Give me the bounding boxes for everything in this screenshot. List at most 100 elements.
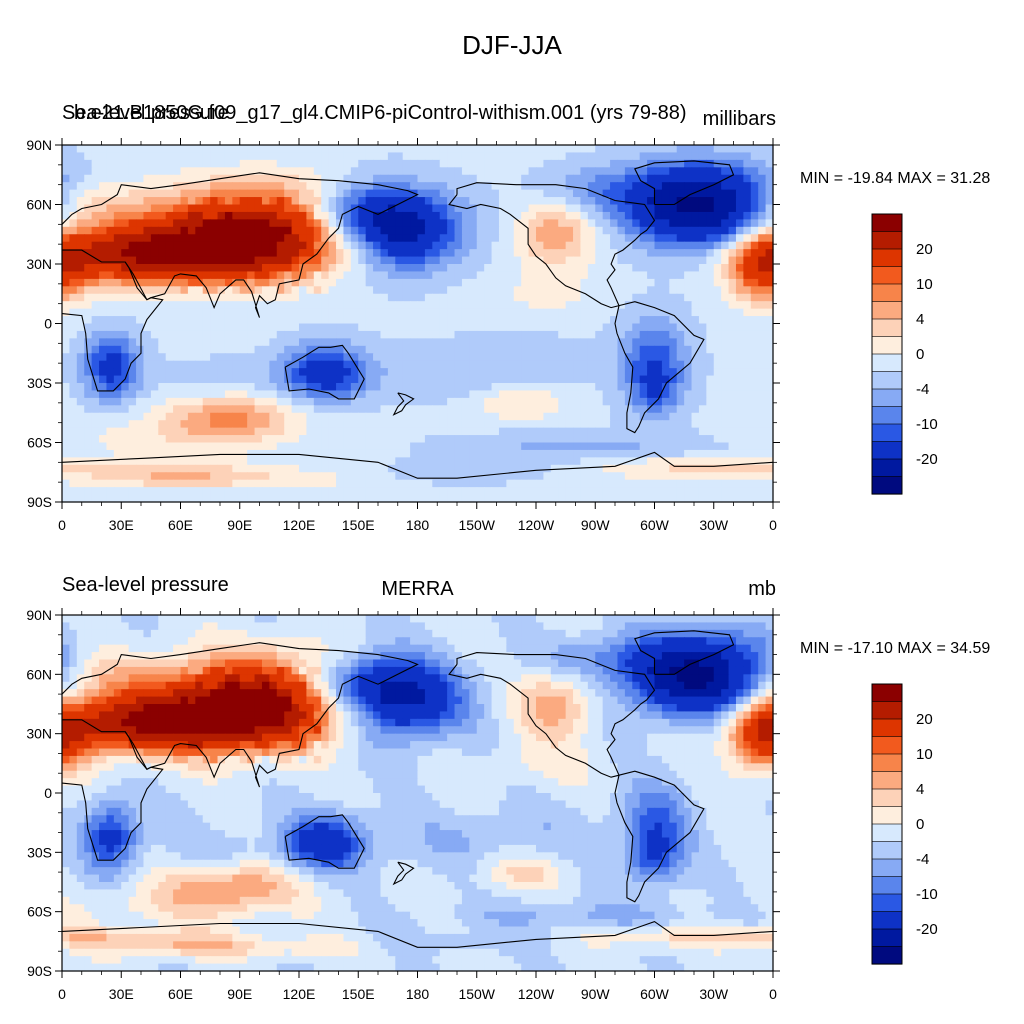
heatmap-cell	[224, 323, 233, 332]
heatmap-cell	[632, 249, 641, 258]
heatmap-cell	[232, 405, 241, 414]
heatmap-cell	[321, 330, 330, 339]
heatmap-cell	[239, 323, 248, 332]
heatmap-cell	[432, 226, 441, 235]
heatmap-cell	[84, 375, 93, 384]
heatmap-cell	[647, 152, 656, 161]
heatmap-cell	[143, 383, 152, 392]
heatmap-cell	[506, 152, 515, 161]
heatmap-cell	[476, 479, 485, 488]
heatmap-cell	[224, 622, 233, 631]
heatmap-cell	[299, 390, 308, 399]
heatmap-cell	[550, 249, 559, 258]
heatmap-cell	[417, 167, 426, 176]
heatmap-cell	[602, 449, 611, 458]
heatmap-cell	[543, 301, 552, 310]
heatmap-cell	[713, 368, 722, 377]
heatmap-cell	[573, 189, 582, 198]
coastline	[61, 261, 164, 392]
heatmap-cell	[350, 219, 359, 228]
heatmap-cell	[713, 472, 722, 481]
heatmap-cell	[387, 271, 396, 280]
heatmap-cell	[269, 323, 278, 332]
heatmap-cell	[469, 204, 478, 213]
heatmap-cell	[276, 316, 285, 325]
heatmap-cell	[684, 615, 693, 624]
heatmap-cell	[232, 152, 241, 161]
heatmap-cell	[113, 264, 122, 273]
heatmap-cell	[565, 622, 574, 631]
heatmap-cell	[210, 249, 219, 258]
heatmap-cell	[528, 174, 537, 183]
heatmap-cell	[136, 472, 145, 481]
heatmap-cell	[676, 622, 685, 631]
heatmap-cell	[202, 615, 211, 624]
heatmap-cell	[99, 316, 108, 325]
heatmap-cell	[269, 615, 278, 624]
heatmap-cell	[484, 375, 493, 384]
heatmap-cell	[521, 211, 530, 220]
heatmap-cell	[150, 405, 159, 414]
heatmap-cell	[461, 167, 470, 176]
heatmap-cell	[239, 345, 248, 354]
heatmap-cell	[143, 182, 152, 191]
heatmap-cell	[202, 338, 211, 347]
heatmap-cell	[617, 405, 626, 414]
heatmap-cell	[365, 167, 374, 176]
heatmap-cell	[254, 397, 263, 406]
heatmap-cell	[350, 420, 359, 429]
heatmap-cell	[595, 316, 604, 325]
heatmap-cell	[602, 420, 611, 429]
heatmap-cell	[698, 204, 707, 213]
heatmap-cell	[676, 167, 685, 176]
heatmap-cell	[328, 189, 337, 198]
heatmap-cell	[484, 189, 493, 198]
heatmap-cell	[136, 487, 145, 496]
colorbar-swatch	[871, 371, 903, 390]
heatmap-cell	[558, 159, 567, 168]
heatmap-cell	[573, 316, 582, 325]
heatmap-cell	[587, 286, 596, 295]
heatmap-cell	[165, 152, 174, 161]
heatmap-cell	[647, 427, 656, 436]
heatmap-cell	[498, 286, 507, 295]
heatmap-cell	[498, 360, 507, 369]
heatmap-cell	[269, 219, 278, 228]
heatmap-cell	[173, 182, 182, 191]
heatmap-cell	[528, 308, 537, 317]
heatmap-cell	[136, 390, 145, 399]
y-tick-label: 60N	[26, 197, 52, 213]
heatmap-cell	[62, 204, 71, 213]
heatmap-cell	[439, 330, 448, 339]
heatmap-cell	[617, 308, 626, 317]
heatmap-cell	[350, 622, 359, 631]
heatmap-cell	[321, 293, 330, 302]
heatmap-cell	[395, 264, 404, 273]
heatmap-cell	[461, 330, 470, 339]
heatmap-cell	[136, 622, 145, 631]
heatmap-cell	[210, 479, 219, 488]
heatmap-cell	[299, 442, 308, 451]
heatmap-cell	[617, 412, 626, 421]
heatmap-cell	[698, 159, 707, 168]
heatmap-cell	[232, 383, 241, 392]
heatmap-cell	[62, 308, 71, 317]
heatmap-cell	[743, 368, 752, 377]
heatmap-cell	[328, 405, 337, 414]
heatmap-cell	[247, 234, 256, 243]
heatmap-cell	[602, 330, 611, 339]
heatmap-cell	[210, 442, 219, 451]
heatmap-cell	[150, 226, 159, 235]
heatmap-cell	[617, 622, 626, 631]
heatmap-cell	[217, 271, 226, 280]
heatmap-cell	[254, 330, 263, 339]
heatmap-cell	[232, 442, 241, 451]
heatmap-cell	[410, 427, 419, 436]
heatmap-cell	[461, 345, 470, 354]
heatmap-cell	[84, 182, 93, 191]
heatmap-cell	[336, 442, 345, 451]
heatmap-cell	[113, 420, 122, 429]
heatmap-cell	[380, 293, 389, 302]
heatmap-cell	[691, 174, 700, 183]
heatmap-cell	[113, 368, 122, 377]
